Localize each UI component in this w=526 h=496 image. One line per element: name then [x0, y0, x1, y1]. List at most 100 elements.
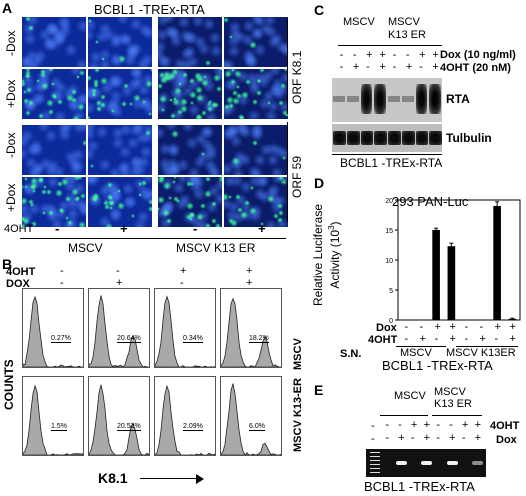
y-tick-label: 10 [385, 258, 393, 265]
chart-sign-rows: - - + + - - + + - + - + - + - + [400, 321, 520, 347]
rta-blot [332, 78, 442, 122]
gate-percentage: 1.5% [51, 423, 67, 431]
micrograph-tile [224, 125, 288, 175]
chart-sn-label: S.N. [340, 348, 362, 360]
luciferase-bar-chart: 0 5 10 15 20 [385, 198, 521, 325]
panel-a-sign-4: + [258, 221, 266, 236]
panel-a-4oht-label: 4OHT [4, 223, 34, 235]
panel-c-tubulin-label: Tulbulin [446, 131, 492, 145]
chart-group-mscv: MSCV [400, 347, 432, 359]
micrograph-tile [158, 125, 222, 175]
panel-a-sign-3: - [193, 221, 198, 236]
flow-histogram: 2.09% [154, 376, 216, 456]
panel-b-ylabel: COUNTS [2, 359, 16, 410]
chart-dox-label: Dox [376, 322, 397, 334]
micrograph-tile [22, 69, 86, 119]
chart-group-k13er: MSCV K13ER [446, 347, 516, 359]
tubulin-band [388, 131, 401, 145]
panel-a-sign-2: + [120, 221, 128, 236]
orf-k81-bracket [287, 19, 288, 114]
panel-c-sign: - [392, 61, 397, 73]
chart-group-line-2 [456, 346, 518, 347]
micrograph-tile [224, 177, 288, 227]
panel-c-sign: - [339, 61, 344, 73]
panel-c-sign: + [379, 49, 386, 61]
panel-d-letter: D [314, 175, 325, 191]
histogram-fill [154, 384, 216, 456]
tubulin-blot [332, 124, 442, 152]
gate-percentage: 6.0% [249, 423, 265, 431]
histogram-curve [88, 384, 150, 456]
dna-ladder [370, 452, 380, 474]
panel-e-sign: + [474, 432, 482, 444]
chart-sign: - [419, 321, 424, 333]
panel-e-sign: - [436, 432, 441, 444]
panel-e-sign-rows: - - + + - - + + - + - + - + - + [382, 419, 484, 447]
tubulin-band [374, 131, 387, 145]
rta-band [429, 84, 441, 114]
panel-a-title: BCBL1 -TREx-RTA [94, 2, 205, 17]
micrograph-tile [224, 17, 288, 67]
gel-band [472, 461, 483, 465]
bar [432, 230, 440, 320]
chart-caption: BCBL1 -TREx-RTA [382, 358, 493, 373]
bar [417, 320, 425, 321]
ladder-band [370, 468, 380, 469]
flow-histogram: 0.34% [154, 288, 216, 368]
tubulin-band [346, 131, 360, 145]
panel-b-row-k13er: MSCV K13-ER [292, 378, 304, 452]
chart-sign: + [509, 321, 516, 333]
panel-e-sign: - [410, 432, 415, 444]
panel-e-sign: + [474, 419, 482, 431]
panel-e-sign: + [449, 432, 456, 444]
histogram-fill [22, 384, 84, 456]
panel-e-sign: - [398, 419, 402, 431]
row-label-plus-dox-1: +Dox [4, 79, 18, 108]
panel-a-sign-1: - [55, 221, 60, 236]
histogram-fill [22, 295, 83, 368]
histogram-fill [154, 295, 216, 368]
panel-b-xlabel: K8.1 [98, 470, 128, 486]
panel-e-sign: - [449, 419, 453, 431]
micrograph-tile [224, 69, 288, 119]
ladder-band [370, 472, 380, 473]
histogram-curve [88, 295, 149, 368]
panel-e-marker-sign-1: - [371, 420, 375, 432]
micrograph-tile [158, 69, 222, 119]
histogram-fill [88, 295, 149, 368]
chart-sign: - [464, 333, 469, 345]
micrograph-tile [158, 17, 222, 67]
panel-a-letter: A [2, 0, 13, 16]
panel-c-sign: - [339, 49, 344, 61]
chart-ylabel-line2: Activity (103) [327, 221, 342, 289]
panel-c-4oht-label: 4OHT (20 nM) [440, 62, 511, 74]
panel-c-caption-line [332, 154, 442, 155]
chart-frame [397, 199, 521, 321]
chart-sign: + [479, 333, 486, 345]
tubulin-band [401, 131, 415, 145]
y-tick-label: 5 [389, 288, 393, 295]
chart-sign: + [509, 333, 516, 345]
flow-histogram: 18.2% [220, 288, 282, 368]
panel-b-letter: B [2, 256, 13, 272]
panel-c-sign: - [419, 61, 423, 73]
panel-e-group-line-1 [380, 415, 428, 416]
tubulin-band [333, 131, 346, 145]
panel-e-4oht-label: 4OHT [490, 420, 520, 432]
panel-e-sign: - [436, 419, 441, 431]
panel-e-group-mscv: MSCV [394, 390, 426, 402]
panel-b-4oht-sign-1: - [60, 265, 64, 277]
panel-c-sign: - [405, 49, 410, 61]
panel-e-sign: - [385, 432, 390, 444]
rta-band [374, 84, 386, 114]
gel-band [421, 461, 432, 465]
chart-ylabel: Relative Luciferase Activity (103) [311, 200, 342, 310]
chart-sign: - [404, 333, 409, 345]
panel-c-sign: - [352, 49, 357, 61]
orf-k81-label: ORF K8.1 [290, 50, 304, 104]
rta-band [415, 84, 428, 114]
chart-sign: - [479, 321, 484, 333]
ladder-band [370, 452, 380, 453]
flow-histogram: 0.27% [22, 288, 84, 368]
panel-c-sign: + [419, 49, 426, 61]
